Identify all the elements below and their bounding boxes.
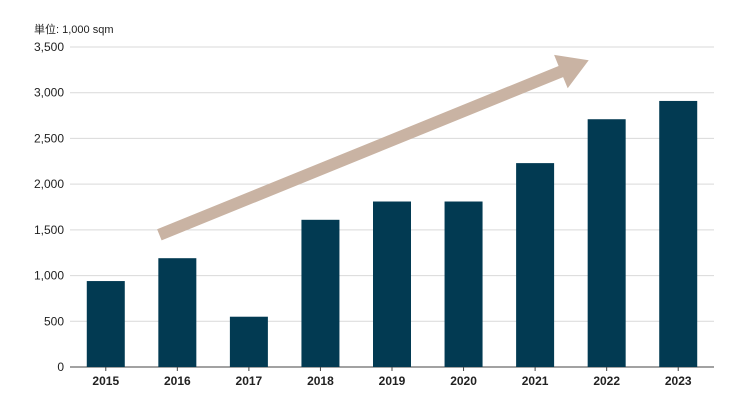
trend-arrow-group [157,54,589,241]
y-tick-label: 2,000 [34,177,64,191]
bar-2017 [229,316,268,367]
x-tick-label: 2021 [522,374,549,388]
x-tick-label: 2015 [92,374,119,388]
y-tick-label: 0 [57,360,64,374]
y-tick-label: 1,500 [34,223,64,237]
x-tick-label: 2022 [593,374,620,388]
bar-2018 [301,219,340,367]
bar-2021 [516,163,555,367]
x-tick-label: 2019 [379,374,406,388]
bar-2019 [373,201,411,367]
bars [86,100,698,367]
unit-label: 単位: 1,000 sqm [34,22,113,36]
bar-2016 [158,258,197,367]
x-tick-label: 2020 [450,374,477,388]
bar-2022 [587,119,626,367]
y-tick-label: 2,500 [34,131,64,145]
x-tick-label: 2016 [164,374,191,388]
x-axis-ticks: 2015 2016 2017 2018 2019 2020 2021 2022 2023 [92,367,692,388]
bar-2023 [659,100,698,367]
x-tick-label: 2017 [236,374,263,388]
bar-2020 [444,201,483,367]
x-tick-label: 2018 [307,374,334,388]
y-axis-ticks: 0 500 1,000 1,500 2,000 2,500 3,000 3,500 [34,40,64,374]
y-tick-label: 3,500 [34,40,64,54]
trend-arrow [157,54,589,241]
y-tick-label: 3,000 [34,86,64,100]
y-tick-label: 500 [44,314,64,328]
bar-2015 [86,281,125,367]
y-tick-label: 1,000 [34,269,64,283]
x-tick-label: 2023 [665,374,692,388]
